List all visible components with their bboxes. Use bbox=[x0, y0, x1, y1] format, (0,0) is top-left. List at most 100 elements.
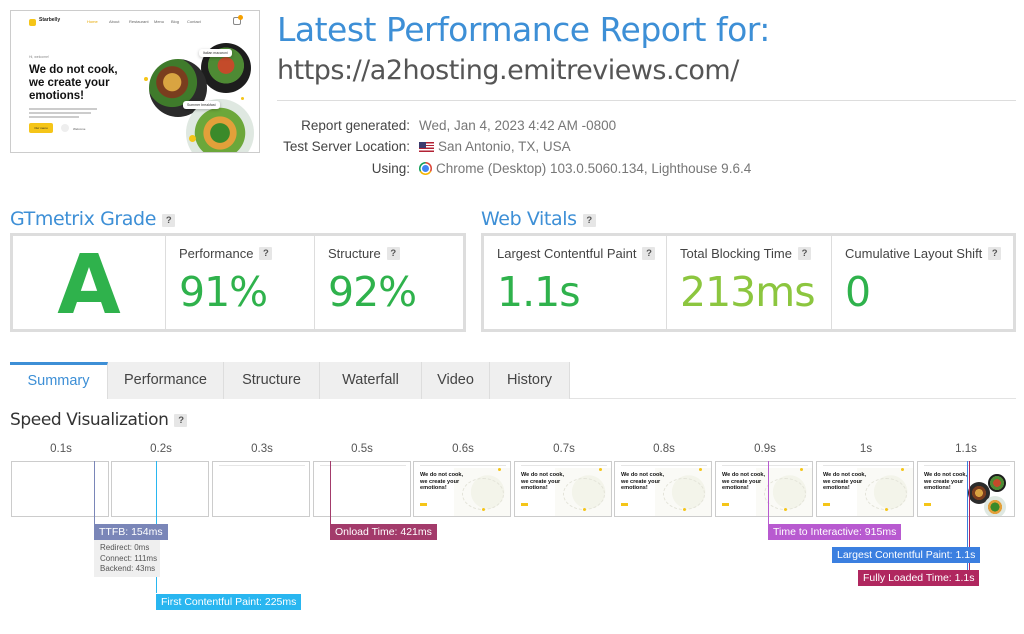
frame-hero-text: We do not cook, we create your emotions! bbox=[823, 472, 867, 491]
fully-loaded-marker[interactable]: Fully Loaded Time: 1.1s bbox=[858, 570, 980, 586]
thumbnail-food-label: Italian macaroni bbox=[199, 49, 232, 57]
filmstrip-frame[interactable] bbox=[212, 461, 310, 517]
us-flag-icon bbox=[419, 142, 434, 152]
thumbnail-nav-item: About bbox=[109, 19, 120, 24]
filmstrip-frame[interactable]: We do not cook, we create your emotions! bbox=[715, 461, 813, 517]
tbt-cell: Total Blocking Time? 213ms bbox=[666, 236, 831, 329]
cls-cell: Cumulative Layout Shift? 0 bbox=[831, 236, 1013, 329]
meta-row-server-location: Test Server Location: San Antonio, TX, U… bbox=[200, 139, 900, 157]
frame-dot bbox=[683, 508, 686, 511]
header-divider bbox=[277, 100, 1016, 101]
lcp-value: 1.1s bbox=[497, 268, 581, 316]
frame-time-label: 0.6s bbox=[452, 443, 474, 455]
tbt-value: 213ms bbox=[680, 268, 816, 316]
thumbnail-cart-icon bbox=[233, 17, 241, 25]
thumbnail-cta-label: Welcome bbox=[73, 127, 86, 131]
frame-dot bbox=[482, 508, 485, 511]
frame-cta bbox=[722, 503, 729, 506]
tti-marker-line bbox=[768, 461, 769, 524]
frame-nav-bar bbox=[823, 465, 909, 466]
connect-time: Connect: 111ms bbox=[100, 553, 158, 563]
frame-dot bbox=[699, 468, 702, 471]
gtmetrix-grade-panel: A Performance? 91% Structure? 92% bbox=[10, 233, 466, 333]
thumbnail-nav-item: Contact bbox=[187, 19, 201, 24]
thumbnail-logo-text: Starbelly bbox=[39, 17, 61, 23]
structure-value: 92% bbox=[328, 268, 417, 316]
help-icon[interactable]: ? bbox=[174, 414, 188, 427]
performance-score-cell: Performance? 91% bbox=[165, 236, 314, 329]
help-icon[interactable]: ? bbox=[162, 214, 176, 227]
meta-label: Report generated: bbox=[301, 118, 410, 133]
help-icon[interactable]: ? bbox=[259, 247, 273, 260]
filmstrip-frame[interactable]: We do not cook, we create your emotions! bbox=[514, 461, 612, 517]
tab-summary[interactable]: Summary bbox=[10, 362, 108, 399]
performance-value: 91% bbox=[179, 268, 268, 316]
filmstrip-frame[interactable] bbox=[11, 461, 109, 517]
web-vitals-heading: Web Vitals? bbox=[481, 208, 596, 230]
tab-structure[interactable]: Structure bbox=[224, 362, 320, 399]
frame-nav-bar bbox=[621, 465, 707, 466]
thumbnail-nav-item: Menu bbox=[154, 19, 165, 24]
frame-cta bbox=[924, 503, 931, 506]
filmstrip-frame[interactable] bbox=[111, 461, 209, 517]
frame-nav-bar bbox=[521, 465, 607, 466]
frame-cta bbox=[621, 503, 628, 506]
help-icon[interactable]: ? bbox=[582, 214, 596, 227]
frame-time-label: 0.7s bbox=[553, 443, 575, 455]
frame-nav-bar bbox=[320, 465, 406, 466]
filmstrip-frame[interactable]: We do not cook, we create your emotions! bbox=[816, 461, 914, 517]
hero-line: We do not cook, bbox=[29, 64, 118, 76]
grade-letter: A bbox=[57, 238, 121, 333]
tab-video[interactable]: Video bbox=[422, 362, 490, 399]
thumbnail-nav: Starbelly Home About Restaurant Menu Blo… bbox=[11, 11, 259, 35]
redirect-time: Redirect: 0ms bbox=[100, 543, 150, 552]
onload-marker-line bbox=[330, 461, 331, 524]
frame-dot bbox=[901, 468, 904, 471]
meta-label: Using: bbox=[371, 161, 410, 176]
tab-waterfall[interactable]: Waterfall bbox=[320, 362, 422, 399]
thumbnail-cart-badge bbox=[238, 15, 243, 20]
frame-cta bbox=[420, 503, 427, 506]
filmstrip-frame[interactable]: We do not cook, we create your emotions! bbox=[917, 461, 1015, 517]
fully-loaded-marker-line bbox=[969, 461, 970, 571]
lcp-label: Largest Contentful Paint bbox=[497, 246, 637, 261]
fcp-marker[interactable]: First Contentful Paint: 225ms bbox=[156, 594, 302, 610]
help-icon[interactable]: ? bbox=[798, 247, 811, 260]
filmstrip-frame[interactable]: We do not cook, we create your emotions! bbox=[614, 461, 712, 517]
lcp-marker[interactable]: Largest Contentful Paint: 1.1s bbox=[832, 547, 981, 563]
thumbnail-nav-item: Restaurant bbox=[129, 19, 149, 24]
lcp-marker-line bbox=[967, 461, 968, 571]
cls-label: Cumulative Layout Shift bbox=[845, 246, 983, 261]
thumbnail-logo-icon bbox=[29, 19, 36, 26]
thumbnail-nav-item: Blog bbox=[171, 19, 180, 24]
performance-label: Performance bbox=[179, 246, 254, 261]
help-icon[interactable]: ? bbox=[988, 247, 1002, 260]
thumbnail-decor-dot bbox=[241, 97, 244, 100]
section-title: Speed Visualization bbox=[10, 410, 169, 430]
frame-time-label: 0.8s bbox=[653, 443, 675, 455]
thumbnail-decor-dot bbox=[144, 77, 148, 81]
frame-food-plate bbox=[988, 474, 1006, 492]
frame-hero-text: We do not cook, we create your emotions! bbox=[924, 472, 968, 491]
page-screenshot-thumbnail[interactable]: Starbelly Home About Restaurant Menu Blo… bbox=[10, 10, 260, 153]
frame-nav-bar bbox=[219, 465, 305, 466]
thumbnail-cta-button: Our menu bbox=[29, 123, 53, 133]
help-icon[interactable]: ? bbox=[386, 247, 400, 260]
tab-history[interactable]: History bbox=[490, 362, 570, 399]
meta-value: San Antonio, TX, USA bbox=[419, 139, 571, 154]
ttfb-breakdown: Redirect: 0ms Connect: 111ms Backend: 43… bbox=[94, 540, 160, 577]
help-icon[interactable]: ? bbox=[642, 247, 656, 260]
ttfb-marker[interactable]: TTFB: 154ms bbox=[94, 524, 168, 540]
tti-marker[interactable]: Time to Interactive: 915ms bbox=[768, 524, 902, 540]
frame-dot bbox=[599, 468, 602, 471]
onload-marker[interactable]: Onload Time: 421ms bbox=[330, 524, 437, 540]
tab-performance[interactable]: Performance bbox=[108, 362, 224, 399]
frame-hero-text: We do not cook, we create your emotions! bbox=[521, 472, 565, 491]
filmstrip-frame[interactable]: We do not cook, we create your emotions! bbox=[413, 461, 511, 517]
chrome-icon bbox=[419, 162, 432, 175]
report-url[interactable]: https://a2hosting.emitreviews.com/ bbox=[277, 55, 739, 86]
thumbnail-tagline: Hi, welcome! bbox=[29, 55, 50, 59]
frame-time-label: 1.1s bbox=[955, 443, 977, 455]
filmstrip-frame[interactable] bbox=[313, 461, 411, 517]
frame-time-label: 0.2s bbox=[150, 443, 172, 455]
